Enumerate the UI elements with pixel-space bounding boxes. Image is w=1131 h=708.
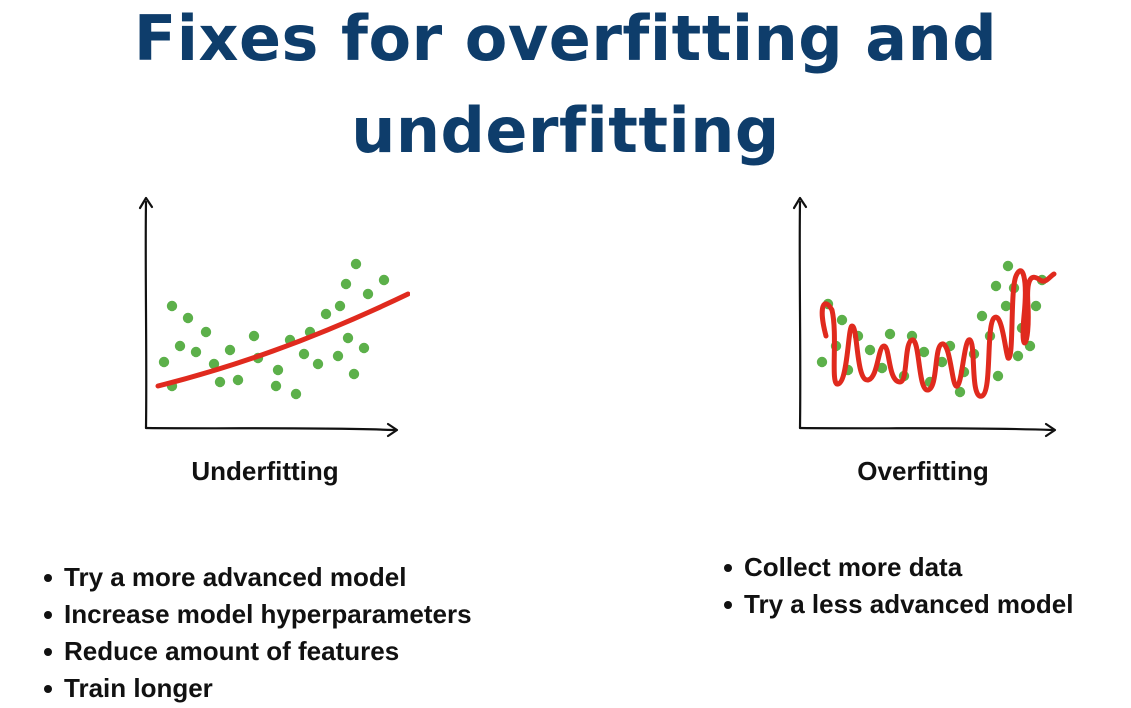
list-item: Try a less advanced model [720,586,1074,623]
overfitting-fixes-list: Collect more data Try a less advanced mo… [720,549,1074,623]
underfitting-y-arrow [138,196,154,210]
data-point [876,362,888,374]
data-point [992,370,1004,382]
data-point [358,342,370,354]
data-point [918,346,930,358]
underfitting-x-axis [144,426,396,432]
underfitting-x-arrow [386,422,399,438]
data-point [182,312,194,324]
data-point [320,308,332,320]
data-point [864,344,876,356]
list-item: Collect more data [720,549,1074,586]
underfitting-fit-line [155,291,410,389]
list-item: Train longer [40,670,472,707]
data-point [342,332,354,344]
data-point [200,326,212,338]
data-point [378,274,390,286]
underfitting-fixes-list: Try a more advanced model Increase model… [40,559,472,707]
underfitting-data-points [158,258,390,400]
data-point [158,356,170,368]
data-point [224,344,236,356]
data-point [990,280,1002,292]
overfitting-plot [792,196,1057,438]
data-point [174,340,186,352]
data-point [248,330,260,342]
data-point [936,356,948,368]
data-point [312,358,324,370]
overfitting-fit-line [819,268,1057,399]
data-point [232,374,244,386]
list-item: Try a more advanced model [40,559,472,596]
data-point [884,328,896,340]
slide-title-line-1: Fixes for overfitting and [133,2,998,75]
data-point [348,368,360,380]
overfitting-caption: Overfitting [857,456,989,486]
data-point [1002,260,1014,272]
overfitting-x-axis [798,426,1054,432]
data-point [1000,300,1012,312]
underfitting-axes [138,196,399,438]
data-point [836,314,848,326]
data-point [350,258,362,270]
overfitting-x-arrow [1044,422,1057,438]
overfitting-y-arrow [792,196,808,210]
overfitting-y-axis [798,200,802,430]
data-point [976,310,988,322]
data-point [340,278,352,290]
data-point [270,380,282,392]
data-point [334,300,346,312]
data-point [272,364,284,376]
list-item: Reduce amount of features [40,633,472,670]
slide-title-line-2: underfitting [351,94,780,167]
data-point [1030,300,1042,312]
data-point [190,346,202,358]
data-point [362,288,374,300]
data-point [208,358,220,370]
underfitting-caption: Underfitting [191,456,339,486]
data-point [1012,350,1024,362]
data-point [816,356,828,368]
underfitting-plot [138,196,410,438]
data-point [298,348,310,360]
data-point [166,300,178,312]
data-point [954,386,966,398]
list-item: Increase model hyperparameters [40,596,472,633]
underfitting-y-axis [144,200,148,430]
data-point [290,388,302,400]
overfitting-axes [792,196,1057,438]
data-point [214,376,226,388]
data-point [332,350,344,362]
